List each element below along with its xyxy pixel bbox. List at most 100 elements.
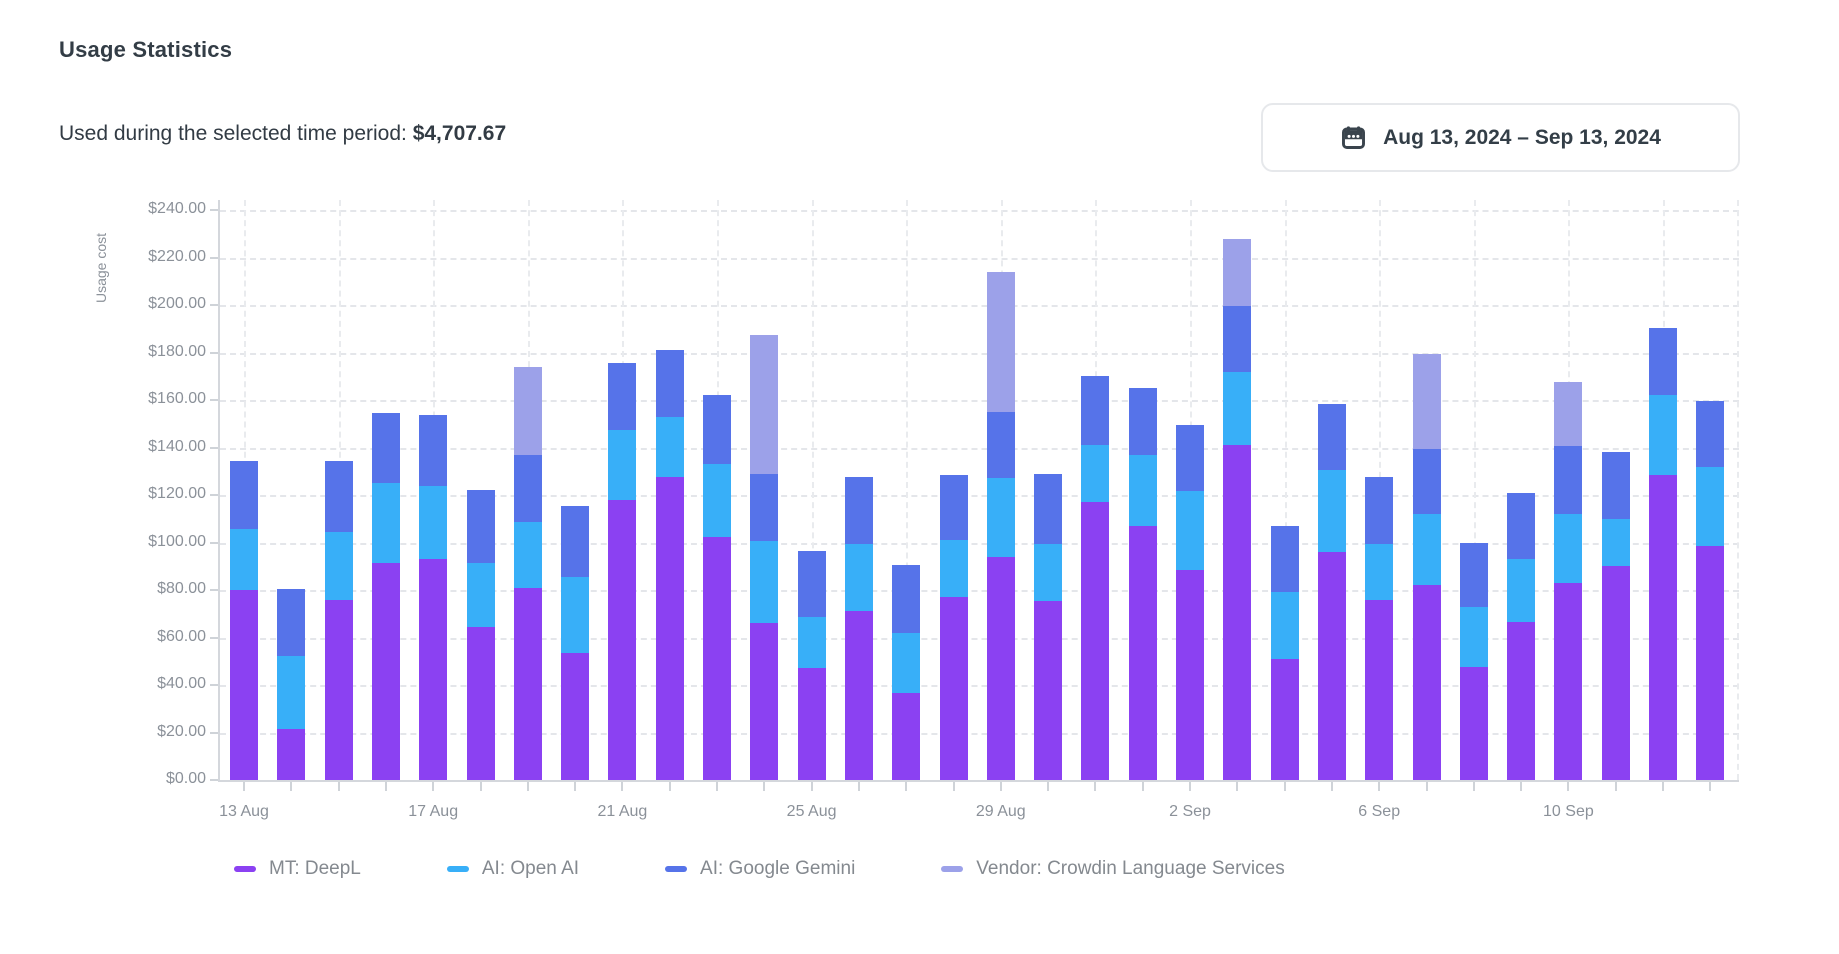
x-axis-tick <box>905 782 908 791</box>
bar-stack[interactable] <box>844 477 873 780</box>
legend-marker <box>234 866 256 872</box>
bar-segment-ai-open-ai <box>844 543 873 612</box>
y-axis-line <box>218 200 220 782</box>
bar-stack[interactable] <box>466 490 495 780</box>
x-tick-label: 13 Aug <box>219 803 269 820</box>
usage-cost-chart: Usage cost $240.00 $220.00 $200.00 $180.00 $… <box>85 190 1785 910</box>
bar-stack[interactable] <box>1128 388 1157 780</box>
bar-segment-vendor-crowdin-language-services <box>986 271 1015 412</box>
x-axis-tick <box>243 782 245 791</box>
bar-stack[interactable] <box>1223 238 1252 780</box>
x-tick-label: 29 Aug <box>975 803 1026 820</box>
bar-stack[interactable] <box>608 363 637 780</box>
period-total-label: Used during the selected time period: <box>59 122 413 145</box>
bar-segment-ai-open-ai <box>1317 470 1346 552</box>
bar-stack[interactable] <box>892 565 921 780</box>
bar-stack[interactable] <box>1554 382 1583 780</box>
bar-stack[interactable] <box>1601 452 1630 780</box>
bar-stack[interactable] <box>230 460 258 780</box>
bar-stack[interactable] <box>655 350 684 780</box>
bar-stack[interactable] <box>324 460 353 780</box>
legend-item-ai-open-ai[interactable]: AI: Open AI <box>446 858 579 880</box>
bar-stack[interactable] <box>1459 542 1488 780</box>
bar-segment-ai-google-gemini <box>1649 327 1677 396</box>
y-tick-label: $220.00 <box>148 247 206 265</box>
bar-stack[interactable] <box>1412 353 1441 780</box>
bar-segment-ai-google-gemini <box>371 413 400 484</box>
x-axis-tick <box>1567 782 1570 791</box>
bar-segment-vendor-crowdin-language-services <box>1223 238 1252 307</box>
bar-stack[interactable] <box>419 415 448 780</box>
bar-segment-ai-open-ai <box>466 562 495 627</box>
bar-stack[interactable] <box>1317 403 1346 780</box>
gridline-horizontal <box>220 210 1739 212</box>
bar-stack[interactable] <box>1270 525 1299 780</box>
date-range-label: Aug 13, 2024 – Sep 13, 2024 <box>1383 125 1661 149</box>
bar-segment-ai-open-ai <box>1034 543 1063 601</box>
gridline-horizontal <box>220 305 1739 307</box>
gridline-horizontal <box>220 732 1739 735</box>
legend-marker <box>941 866 964 872</box>
calendar-icon <box>1342 126 1366 149</box>
x-axis-tick <box>621 782 624 791</box>
legend-item-ai-google-gemini[interactable]: AI: Google Gemini <box>665 858 855 880</box>
y-axis-tick <box>210 256 218 259</box>
bar-stack[interactable] <box>1507 492 1536 780</box>
bar-segment-ai-open-ai <box>1223 371 1252 446</box>
bar-segment-ai-google-gemini <box>561 505 590 577</box>
bar-stack[interactable] <box>939 474 968 780</box>
gridline-vertical <box>1737 200 1739 780</box>
bar-segment-mt-deepl <box>277 729 306 780</box>
bar-segment-ai-open-ai <box>513 522 542 588</box>
page-title: Usage Statistics <box>59 37 233 62</box>
bar-segment-mt-deepl <box>1649 474 1677 780</box>
bar-segment-ai-open-ai <box>371 483 400 563</box>
legend-item-vendor-crowdin-language-services[interactable]: Vendor: Crowdin Language Services <box>941 858 1285 880</box>
y-axis-tick <box>210 636 218 639</box>
bar-segment-mt-deepl <box>1081 502 1110 780</box>
y-axis-tick <box>210 209 218 211</box>
bar-stack[interactable] <box>1649 327 1677 780</box>
bar-stack[interactable] <box>986 271 1015 780</box>
bar-stack[interactable] <box>1176 424 1204 780</box>
bar-segment-mt-deepl <box>230 589 258 780</box>
x-axis-tick <box>716 782 718 791</box>
y-axis-tick <box>210 304 218 306</box>
y-tick-label: $200.00 <box>148 295 206 312</box>
bar-stack[interactable] <box>797 550 826 780</box>
y-axis-tick <box>210 446 218 449</box>
bar-segment-ai-open-ai <box>1412 514 1441 586</box>
y-axis-tick <box>210 541 218 544</box>
bar-stack[interactable] <box>1081 376 1110 780</box>
bar-stack[interactable] <box>513 366 542 780</box>
gridline-vertical <box>1473 200 1476 780</box>
bar-stack[interactable] <box>371 413 400 780</box>
date-range-picker[interactable]: Aug 13, 2024 – Sep 13, 2024 <box>1261 103 1740 172</box>
bar-stack[interactable] <box>1365 477 1394 780</box>
bar-stack[interactable] <box>1034 473 1063 780</box>
y-axis-tick <box>210 351 218 354</box>
bar-segment-mt-deepl <box>324 599 353 780</box>
bar-segment-ai-google-gemini <box>797 550 826 618</box>
bar-segment-vendor-crowdin-language-services <box>513 366 542 455</box>
bar-stack[interactable] <box>703 395 731 780</box>
bar-segment-ai-open-ai <box>1081 445 1110 503</box>
bar-segment-ai-google-gemini <box>750 473 779 542</box>
bar-segment-ai-open-ai <box>1507 559 1536 623</box>
bar-segment-ai-google-gemini <box>939 474 968 541</box>
gridline-horizontal <box>220 400 1739 402</box>
legend-item-mt-deepl[interactable]: MT: DeepL <box>234 858 361 880</box>
x-axis-tick <box>1047 782 1050 791</box>
bar-segment-ai-google-gemini <box>1081 376 1110 446</box>
x-tick-label: 25 Aug <box>786 803 837 820</box>
y-tick-label: $160.00 <box>148 390 206 407</box>
y-axis-tick <box>210 399 218 401</box>
bar-segment-ai-open-ai <box>419 485 448 560</box>
bar-stack[interactable] <box>1696 401 1725 780</box>
bar-segment-mt-deepl <box>892 693 921 780</box>
bar-stack[interactable] <box>277 589 306 780</box>
bar-segment-ai-open-ai <box>1176 491 1204 570</box>
bar-stack[interactable] <box>561 505 590 780</box>
bar-stack[interactable] <box>750 334 779 780</box>
bar-segment-ai-google-gemini <box>230 460 258 530</box>
